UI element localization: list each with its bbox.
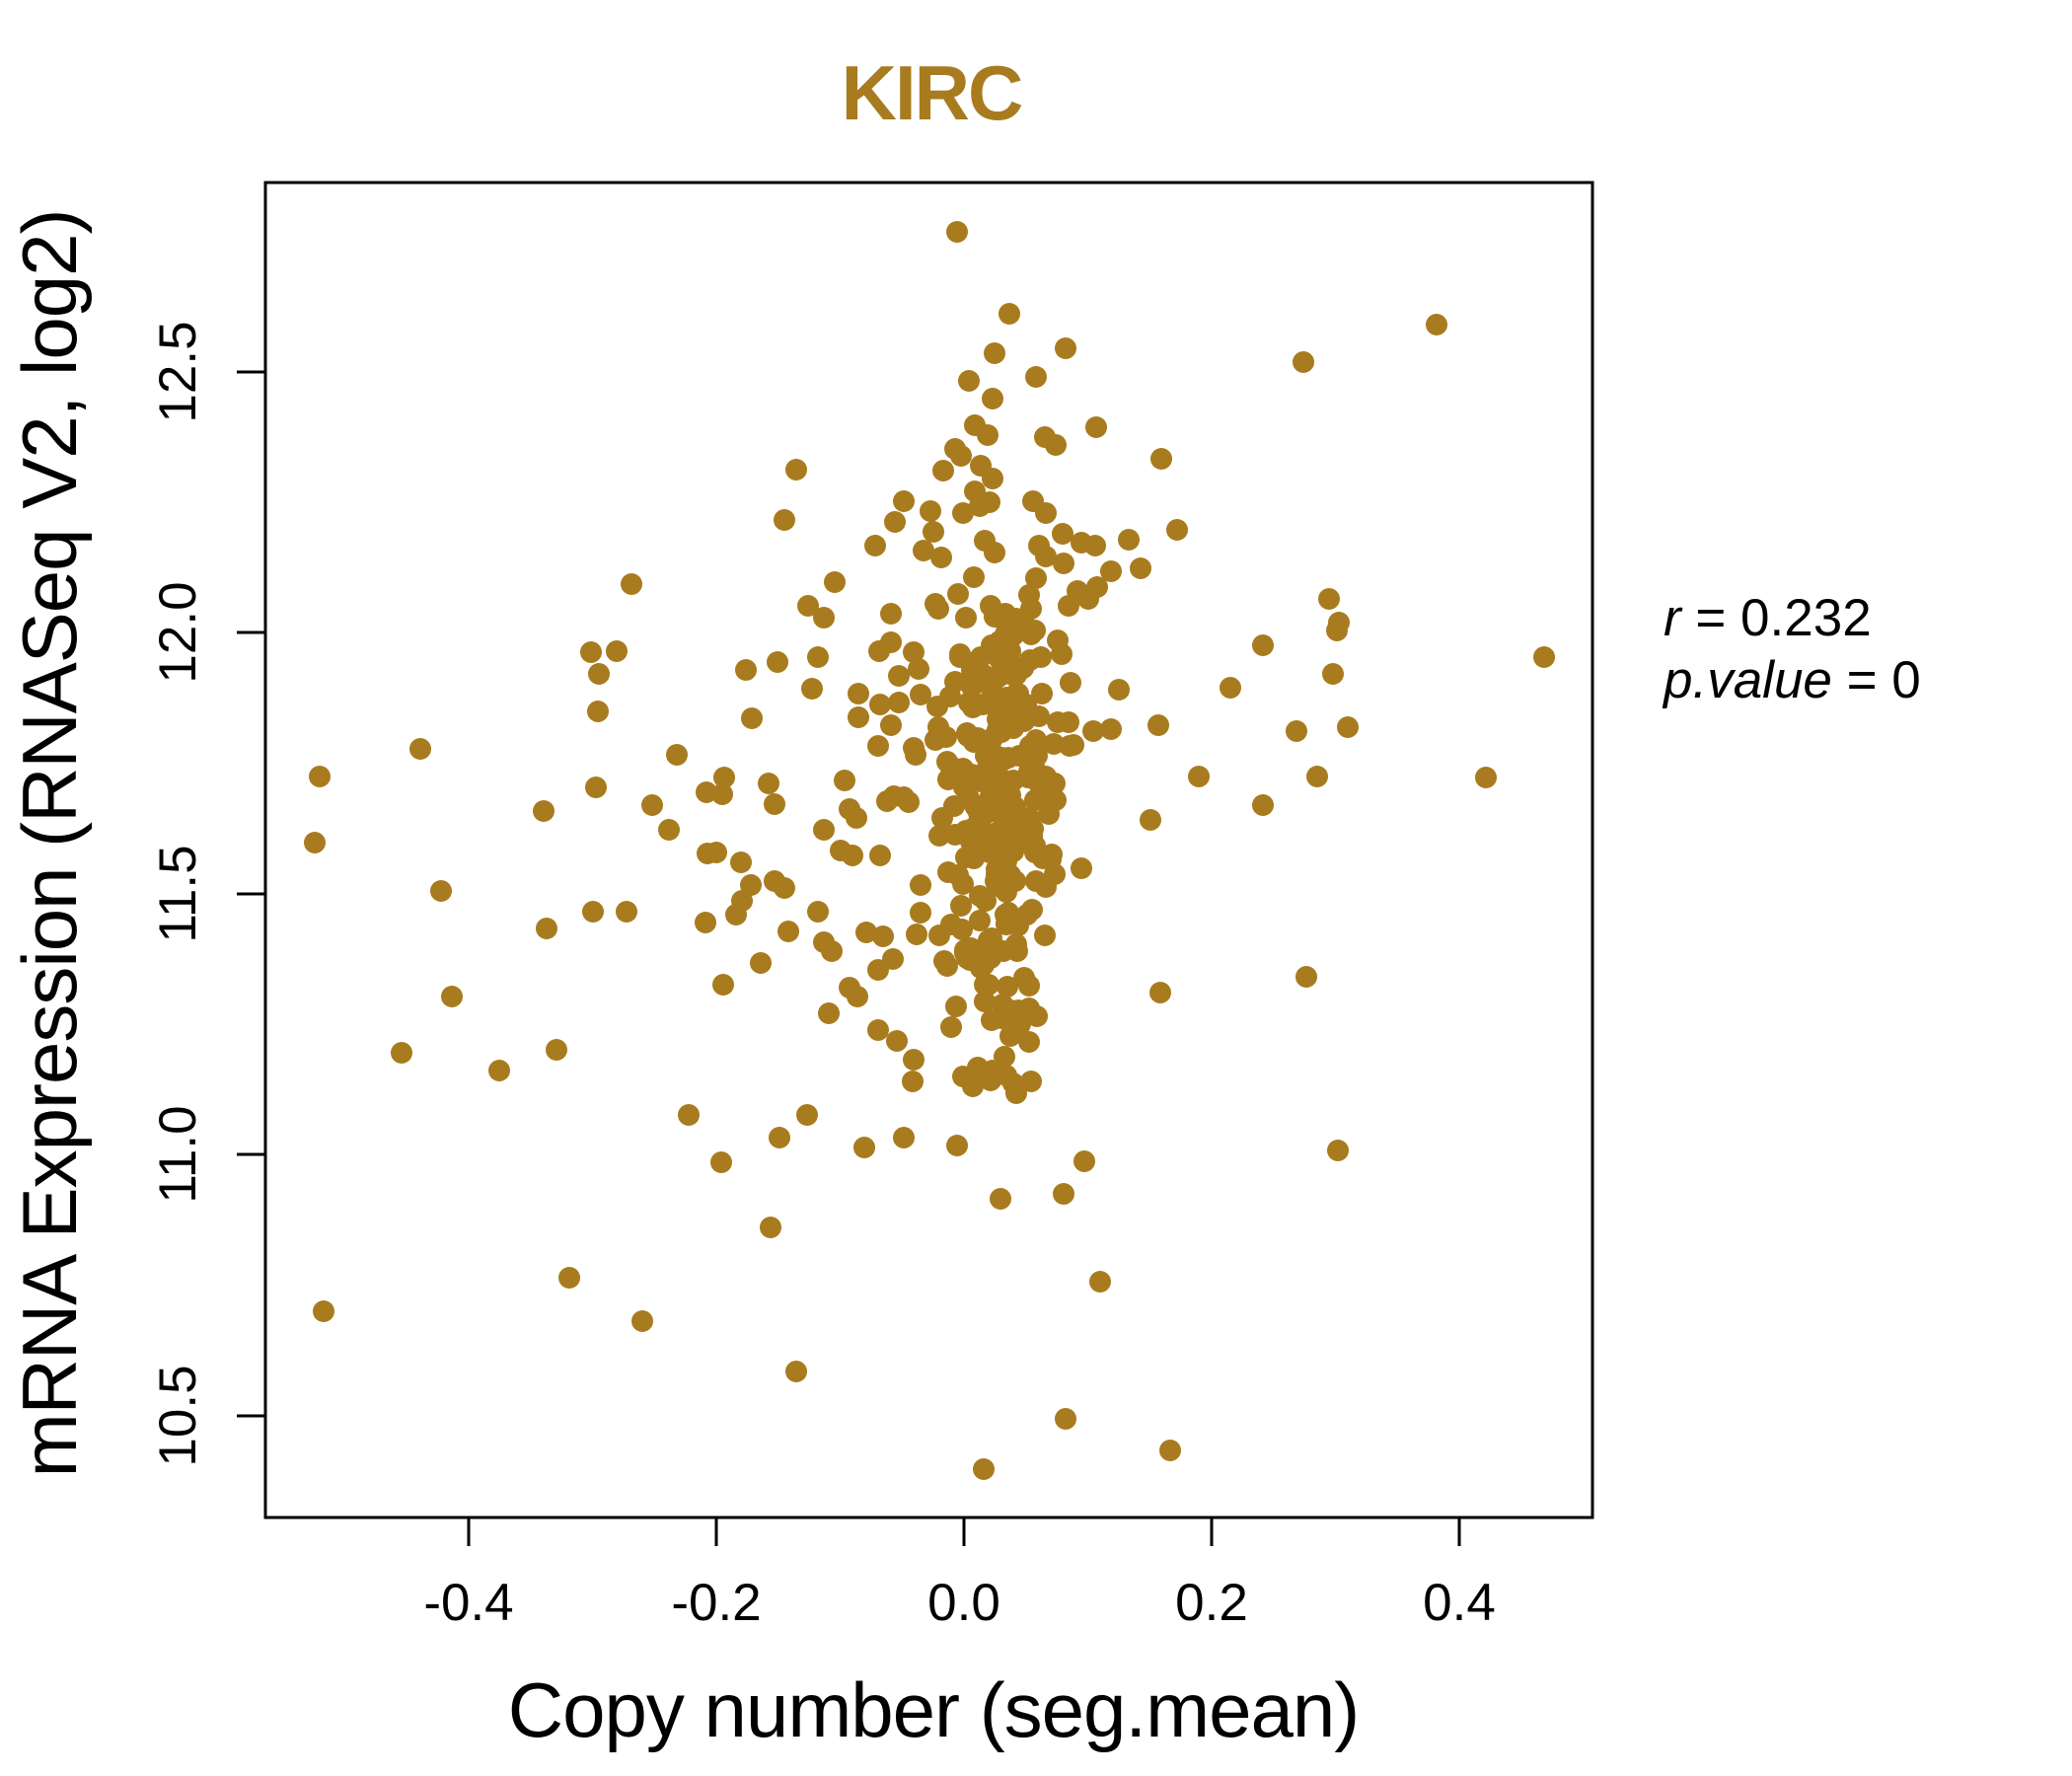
svg-text:0.2: 0.2 xyxy=(1175,1574,1248,1632)
svg-text:r = 0.232: r = 0.232 xyxy=(1664,589,1872,647)
svg-text:mRNA Expression (RNASeq V2, lo: mRNA Expression (RNASeq V2, log2) xyxy=(6,210,93,1478)
svg-text:0.0: 0.0 xyxy=(927,1574,1000,1632)
svg-text:Copy number (seg.mean): Copy number (seg.mean) xyxy=(508,1666,1359,1753)
svg-text:11.5: 11.5 xyxy=(149,845,207,942)
svg-text:p.value = 0: p.value = 0 xyxy=(1662,651,1921,709)
svg-text:12.5: 12.5 xyxy=(149,321,207,422)
svg-text:10.5: 10.5 xyxy=(149,1365,207,1466)
svg-text:12.0: 12.0 xyxy=(149,581,207,683)
svg-text:11.0: 11.0 xyxy=(149,1105,207,1203)
svg-text:KIRC: KIRC xyxy=(842,49,1022,136)
svg-text:0.4: 0.4 xyxy=(1423,1574,1496,1632)
svg-text:-0.4: -0.4 xyxy=(423,1574,513,1632)
svg-text:-0.2: -0.2 xyxy=(671,1574,761,1632)
